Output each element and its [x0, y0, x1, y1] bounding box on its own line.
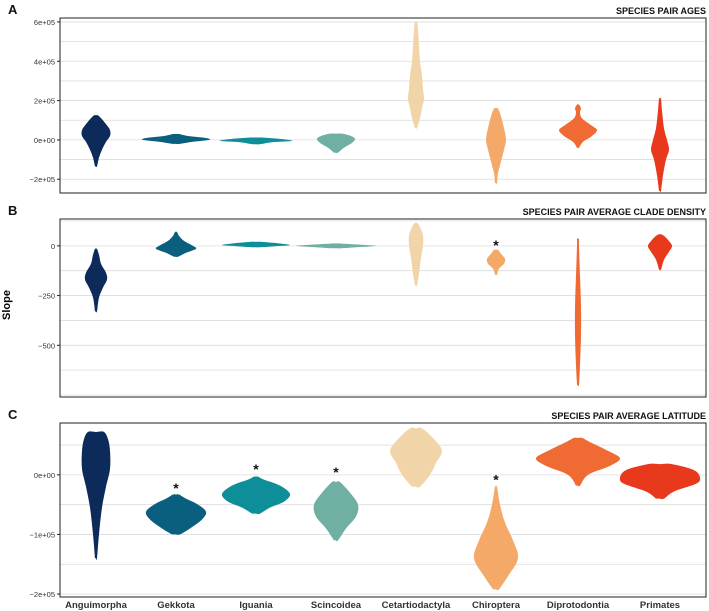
violin-anguimorpha [81, 431, 111, 561]
violin-primates [619, 463, 701, 500]
significance-star: * [333, 464, 339, 480]
violin-diprotodontia [574, 238, 582, 387]
y-tick-label: 0e+00 [34, 136, 55, 145]
violin-chiroptera [473, 485, 519, 591]
y-tick-label: −2e+05 [30, 175, 55, 184]
violin-chiroptera [486, 107, 506, 184]
panel-frame [59, 218, 707, 398]
y-tick-label: 2e+05 [34, 97, 55, 106]
panel-letter: A [8, 2, 18, 17]
y-tick-label: 0e+00 [34, 471, 55, 480]
y-tick-label: −1e+05 [30, 530, 55, 539]
violin-anguimorpha [81, 115, 111, 168]
violin-scincoidea [316, 133, 356, 154]
x-tick-label-cetartiodactyla: Cetartiodactyla [382, 600, 451, 611]
violin-iguania [221, 241, 291, 248]
panel-frame [59, 17, 707, 194]
x-tick-label-anguimorpha: Anguimorpha [65, 600, 127, 611]
x-tick-label-gekkota: Gekkota [157, 600, 195, 611]
violin-gekkota [141, 133, 211, 144]
panel-frame [59, 422, 707, 598]
violin-cetartiodactyla [407, 21, 425, 129]
panel-c: 0e+00 −1e+05 −2e+05 C SPECIES PAIR AVERAGE L… [8, 407, 707, 599]
violin-chiroptera [486, 249, 506, 276]
significance-star: * [253, 461, 259, 477]
y-tick-label: −250 [38, 292, 55, 301]
panel-letter: C [8, 407, 18, 422]
x-tick-label-chiroptera: Chiroptera [472, 600, 521, 611]
violin-anguimorpha [84, 248, 108, 313]
violin-primates [650, 97, 670, 193]
violin-cetartiodactyla [408, 222, 424, 287]
violin-diprotodontia [558, 104, 598, 149]
violin-cetartiodactyla [389, 427, 443, 488]
violin-gekkota [145, 494, 207, 535]
violin-primates [647, 234, 673, 271]
y-tick-label: 4e+05 [34, 57, 55, 66]
panel-title: SPECIES PAIR AVERAGE CLADE DENSITY [523, 207, 706, 217]
panel-title: SPECIES PAIR AVERAGE LATITUDE [551, 411, 706, 421]
y-tick-label: −500 [38, 341, 55, 350]
violin-iguania [219, 137, 293, 145]
panel-a: 6e+05 4e+05 2e+05 0e+00 −2e+05 A SPECIES PAIR … [8, 2, 707, 194]
x-tick-label-iguania: Iguania [239, 600, 273, 611]
violin-diprotodontia [535, 437, 621, 487]
panel-title: SPECIES PAIR AGES [616, 6, 706, 16]
x-axis-ticks: Anguimorpha Gekkota Iguania Scincoidea Cetar… [65, 600, 680, 611]
violin-scincoidea [313, 481, 359, 542]
panels: 6e+05 4e+05 2e+05 0e+00 −2e+05 A SPECIES PAIR … [8, 2, 707, 599]
panel-b: 0 −250 −500 B SPECIES PAIR AVERAGE CLADE DEN… [8, 203, 707, 398]
y-tick-label: −2e+05 [30, 590, 55, 599]
significance-star: * [173, 480, 179, 496]
violin-scincoidea [296, 243, 376, 249]
y-axis-label: Slope [1, 290, 13, 320]
y-tick-label: 6e+05 [34, 18, 55, 27]
y-tick-label: 0 [51, 242, 55, 251]
violin-iguania [221, 476, 291, 515]
significance-star: * [493, 237, 499, 253]
x-tick-label-diprotodontia: Diprotodontia [547, 600, 610, 611]
panel-letter: B [8, 203, 17, 218]
x-tick-label-primates: Primates [640, 600, 680, 611]
significance-star: * [493, 472, 499, 488]
x-tick-label-scincoidea: Scincoidea [311, 600, 362, 611]
violin-gekkota [155, 231, 197, 258]
